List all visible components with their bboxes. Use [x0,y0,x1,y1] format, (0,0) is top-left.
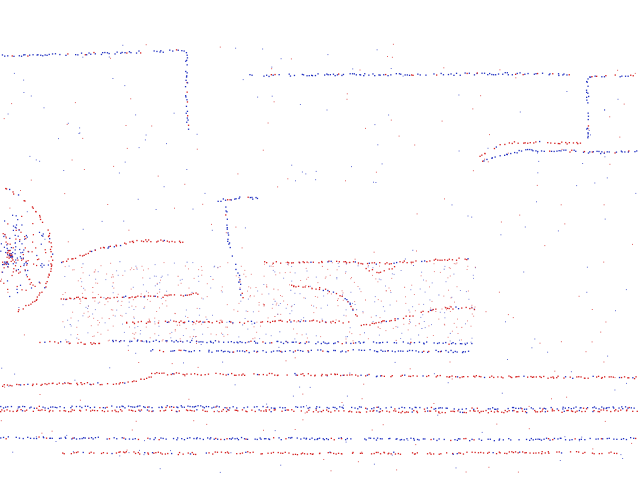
far-right-edge [589,74,634,78]
right-post [585,78,590,139]
curb-line [0,408,638,414]
car-body-curve [291,284,358,317]
sill-lower-blue [150,349,470,354]
ground-top [151,372,637,380]
car-mid-roof [264,257,469,265]
curb-blue [0,405,635,411]
top-left-edge [1,49,185,57]
sill-left [39,340,101,345]
noise-events [0,43,637,473]
ground-slope [2,376,152,387]
car-window [365,266,396,274]
sill-blue [112,339,473,346]
top-right-edge [249,72,570,78]
wheel-outline [5,187,54,313]
car-mid-line [60,292,199,301]
car-lower-left [126,319,350,325]
event-dots [0,43,638,473]
road-line [0,436,637,442]
right-ledge-lower [482,148,638,162]
post-top [217,196,259,202]
lane-marks [62,451,618,456]
hood-line [61,239,184,264]
right-ledge [479,140,582,157]
left-pillar [184,52,190,130]
post-body [225,206,244,299]
